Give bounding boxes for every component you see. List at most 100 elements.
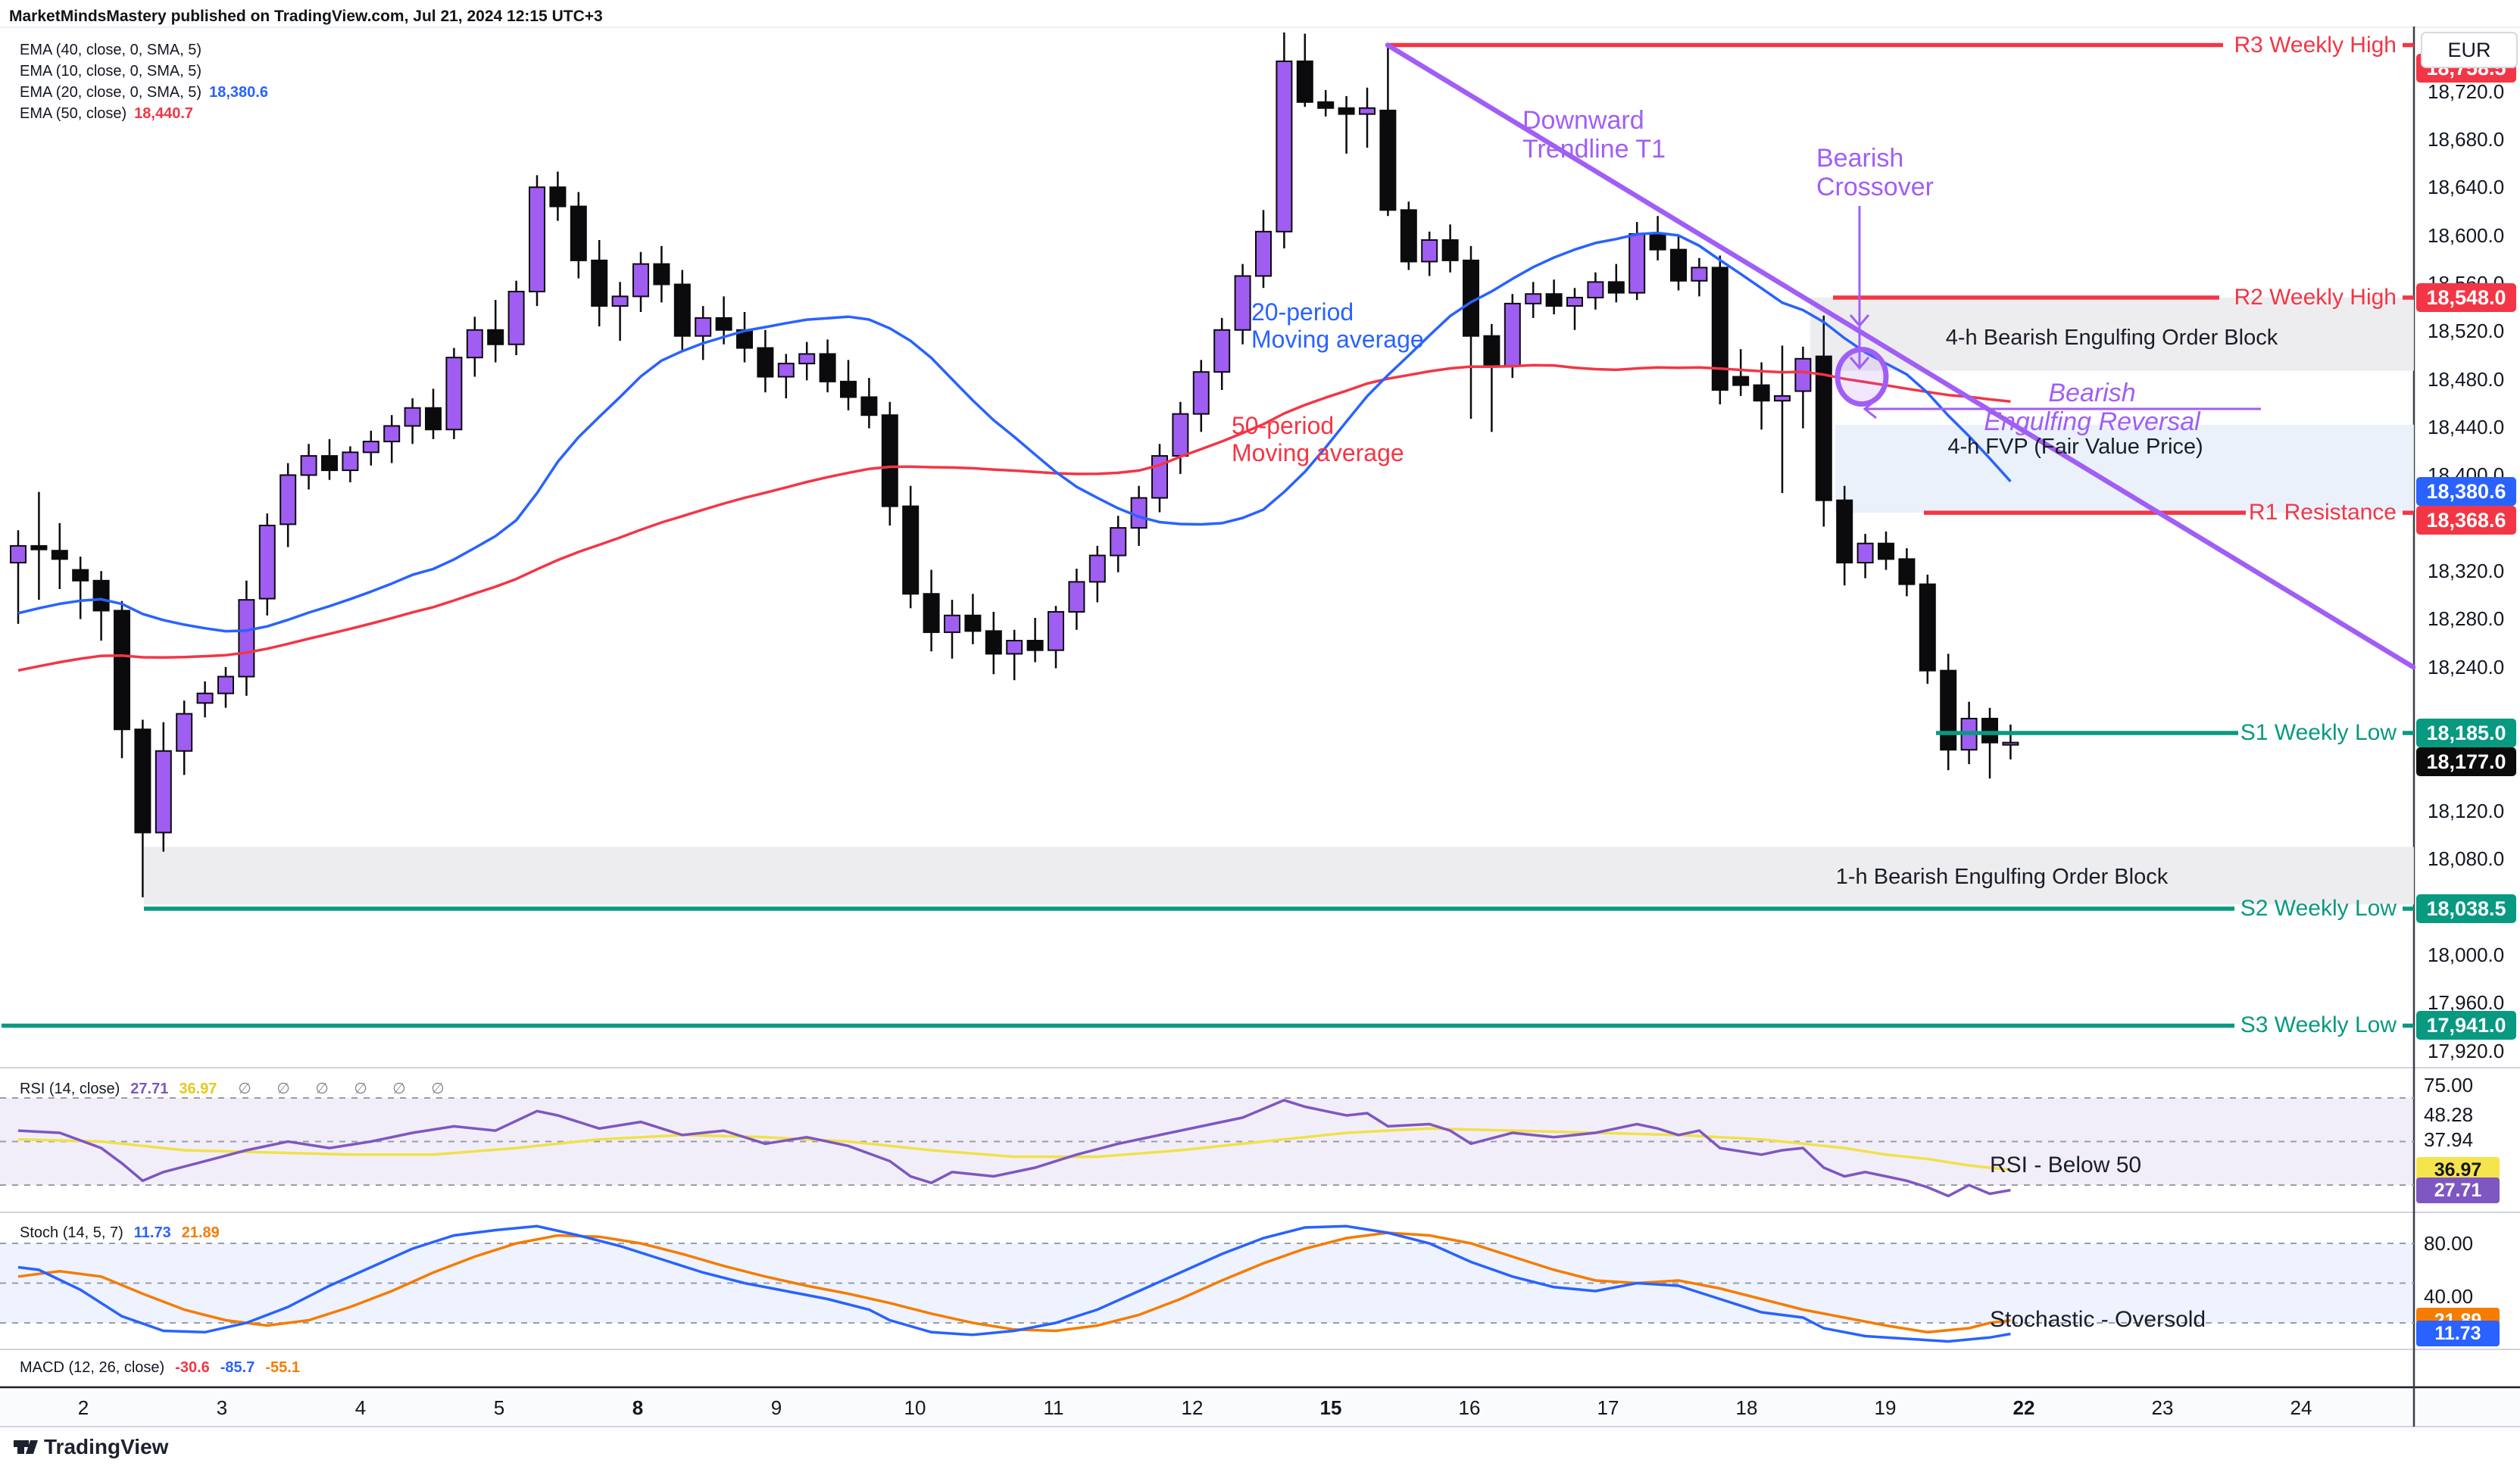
candle-up [155, 750, 172, 834]
candle-up [196, 692, 214, 704]
ema-legend-row[interactable]: EMA (50, close) 18,440.7 [20, 103, 268, 124]
candle-up [1359, 107, 1376, 115]
price-tick: 17,920.0 [2428, 1039, 2505, 1062]
time-tick: 15 [1319, 1396, 1342, 1419]
crossover-annotation[interactable]: Bearish Crossover [1816, 144, 1934, 202]
s3-label[interactable]: S3 Weekly Low [2240, 1012, 2397, 1038]
r2-label[interactable]: R2 Weekly High [2234, 284, 2397, 310]
indicator-legend[interactable]: RSI (14, close) 27.71 36.97 ∅ ∅ ∅ ∅ ∅ ∅ [20, 1078, 455, 1100]
candle-down [1670, 248, 1687, 282]
rsi-note[interactable]: RSI - Below 50 [1990, 1153, 2142, 1177]
candle-down [653, 263, 670, 285]
s2-label[interactable]: S2 Weekly Low [2240, 896, 2397, 922]
annotation-text: Moving average [1232, 439, 1404, 467]
price-tick: 18,240.0 [2428, 655, 2505, 678]
candle-up [362, 441, 379, 454]
candle-up [507, 291, 525, 345]
candle-down [1379, 109, 1397, 211]
ma50-line [17, 363, 2011, 672]
s1-label[interactable]: S1 Weekly Low [2240, 719, 2397, 745]
annotation-text: Engulfing Reversal [1984, 407, 2200, 437]
candle-up [383, 425, 401, 443]
trendline-annotation[interactable]: Downward Trendline T1 [1522, 106, 1666, 164]
candle-up [798, 353, 816, 365]
price-badge: 17,941.0 [2416, 1011, 2516, 1040]
tradingview-logo[interactable]: TradingView [12, 1434, 168, 1460]
legend-text: -85.7 [220, 1359, 255, 1376]
downward-trendline[interactable] [1385, 42, 2416, 670]
r1-label[interactable]: R1 Resistance [2248, 500, 2397, 526]
candle-up [466, 329, 483, 359]
candle-down [570, 205, 587, 261]
candle-up [342, 451, 359, 472]
candle-down [425, 407, 442, 431]
annotation-text: Downward [1522, 106, 1644, 135]
candle-down [1296, 60, 1313, 103]
ma50-annotation[interactable]: 50-period Moving average [1232, 412, 1404, 466]
legend-text: MACD (12, 26, close) [20, 1359, 165, 1376]
annotation-text: Bearish [2048, 379, 2136, 407]
candle-down [860, 396, 878, 416]
time-tick: 9 [770, 1396, 782, 1419]
time-tick: 24 [2290, 1396, 2312, 1419]
candle-up [258, 524, 276, 600]
candle-up [1192, 371, 1210, 415]
tradingview-brand-text: TradingView [44, 1435, 169, 1458]
price-tick: 18,680.0 [2428, 127, 2505, 151]
price-tick: 18,480.0 [2428, 367, 2505, 391]
r3-label[interactable]: R3 Weekly High [2234, 32, 2397, 58]
arrowhead-down-icon [1849, 314, 1870, 328]
candle-down [1026, 640, 1044, 651]
candle-down [487, 329, 504, 345]
candle-up [404, 407, 421, 427]
candle-down [1981, 717, 1998, 744]
candle-down [1878, 542, 1894, 560]
candle-down [923, 593, 940, 633]
stoch-note[interactable]: Stochastic - Oversold [1990, 1307, 2206, 1332]
candle-up [1566, 296, 1583, 307]
candle-up [2002, 741, 2019, 746]
ma20-annotation[interactable]: 20-period Moving average [1251, 298, 1424, 353]
engulfing-reversal-annotation[interactable]: Bearish Engulfing Reversal [1984, 379, 2200, 437]
candle-up [1255, 230, 1272, 277]
annotation-text: 20-period [1251, 298, 1354, 326]
ema-legend-row[interactable]: EMA (20, close, 0, SMA, 5) 18,380.6 [20, 82, 268, 103]
annotation-text: Crossover [1816, 173, 1934, 202]
oscillator-tick: 48.28 [2424, 1103, 2474, 1126]
rsi-badge: 27.71 [2416, 1177, 2500, 1203]
oscillator-tick: 75.00 [2424, 1074, 2474, 1096]
fvp-label: 4-h FVP (Fair Value Price) [1947, 435, 2203, 459]
candle-up [1628, 233, 1646, 294]
candle-down [1753, 384, 1770, 402]
candle-up [611, 295, 629, 307]
candle-down [1545, 293, 1563, 307]
price-badge: 18,185.0 [2416, 718, 2516, 747]
indicator-legend[interactable]: Stoch (14, 5, 7) 11.73 21.89 [20, 1222, 230, 1243]
bearish-crossover-circle[interactable] [1835, 347, 1889, 407]
legend-text: 21.89 [181, 1224, 220, 1241]
time-axis-strip [0, 1387, 2520, 1427]
currency-label[interactable]: EUR [2421, 32, 2518, 68]
candle-down [902, 505, 920, 595]
ema-legend-row[interactable]: EMA (10, close, 0, SMA, 5) [20, 61, 268, 82]
candle-down [881, 414, 898, 507]
candle-down [964, 614, 982, 632]
ema-legend-row[interactable]: EMA (40, close, 0, SMA, 5) [20, 39, 268, 61]
annotation-text: Trendline T1 [1522, 135, 1666, 164]
candle-down [549, 186, 567, 207]
candle-up [176, 713, 193, 752]
candle-down [1338, 107, 1355, 115]
time-tick: 18 [1735, 1396, 1758, 1419]
candle-up [1774, 395, 1791, 402]
candle-up [1110, 527, 1127, 557]
price-badge: 18,177.0 [2416, 747, 2516, 776]
price-tick: 18,520.0 [2428, 320, 2505, 343]
candle-up [238, 599, 255, 678]
indicator-legend[interactable]: MACD (12, 26, close) -30.6 -85.7 -55.1 [20, 1357, 311, 1378]
indicator-legend-ema[interactable]: EMA (40, close, 0, SMA, 5) EMA (10, close… [20, 39, 268, 124]
candle-down [1649, 233, 1666, 251]
ema-legend-label: EMA (10, close, 0, SMA, 5) [20, 63, 202, 80]
candle-down [1919, 583, 1936, 672]
